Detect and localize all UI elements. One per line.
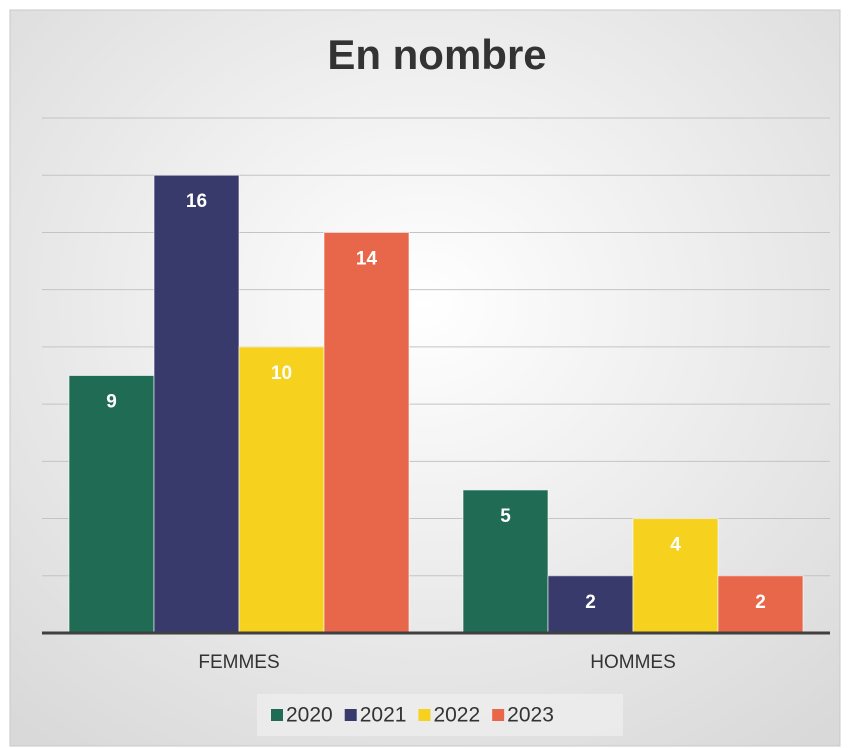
data-label: 4 [670, 535, 681, 556]
data-label: 9 [106, 392, 117, 413]
data-label: 2 [755, 592, 766, 613]
legend-box [257, 694, 623, 736]
legend-label: 2022 [433, 704, 480, 727]
legend-swatch [418, 709, 431, 721]
bar [153, 174, 240, 634]
legend-label: 2023 [507, 704, 554, 727]
chart-title: En nombre [327, 31, 546, 78]
legend-label: 2020 [286, 704, 333, 727]
legend-swatch [271, 709, 283, 721]
data-label: 2 [585, 592, 596, 613]
x-tick-label: FEMMES [198, 652, 279, 673]
bar [68, 375, 155, 634]
bar [238, 346, 325, 634]
bar [547, 575, 634, 634]
bar [323, 231, 410, 634]
data-label: 14 [356, 248, 378, 269]
data-label: 16 [186, 191, 207, 212]
legend-label: 2021 [360, 704, 407, 727]
x-tick-label: HOMMES [590, 652, 676, 673]
legend-swatch [492, 709, 505, 721]
bar [462, 489, 549, 634]
legend-swatch [344, 709, 357, 721]
bar [717, 575, 804, 634]
data-label: 10 [271, 363, 292, 384]
data-label: 5 [500, 506, 511, 527]
